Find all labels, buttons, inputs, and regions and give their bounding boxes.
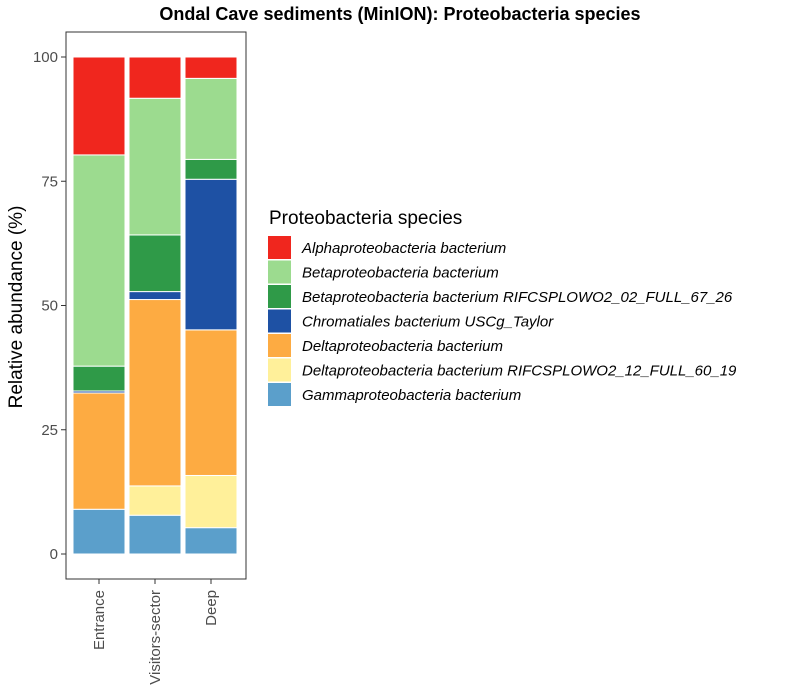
x-axis: Entrance Visitors-sector Deep [91,579,220,685]
legend-swatch-betaproteobacteria-bacterium [268,260,291,284]
bar-visitors-sector-alphaproteobacteria-bacterium [128,56,182,99]
legend-swatch-deltaproteobacteria-bacterium-rifcsplowo2-12-full-60-19 [268,358,291,382]
y-tick-label-50: 50 [41,298,58,315]
legend: Alphaproteobacteria bacterium Betaproteob… [268,236,737,406]
bar-deep-betaproteobacteria-bacterium-rifcsplowo2-02-full-67-26 [184,158,238,180]
bar-entrance-alphaproteobacteria-bacterium [72,56,126,156]
bar-entrance-betaproteobacteria-bacterium-rifcsplowo2-02-full-67-26 [72,365,126,392]
legend-swatch-alphaproteobacteria-bacterium [268,236,291,259]
y-tick-label-75: 75 [41,173,58,190]
bars [72,56,238,555]
legend-label-deltaproteobacteria-bacterium: Deltaproteobacteria bacterium [302,338,503,355]
bar-deep-chromatiales-bacterium-uscg-taylor [184,178,238,331]
y-tick-label-25: 25 [41,422,58,439]
bar-deep-betaproteobacteria-bacterium [184,77,238,160]
x-tick-label-visitors-sector: Visitors-sector [147,590,164,685]
y-axis-label: Relative abundance (%) [6,206,27,409]
bar-entrance-deltaproteobacteria-bacterium [72,392,126,510]
x-tick-label-entrance: Entrance [91,590,108,650]
y-tick-label-0: 0 [50,546,58,563]
bar-entrance-gammaproteobacteria-bacterium [72,508,126,555]
legend-label-deltaproteobacteria-bacterium-rifcsplowo2-12-full-60-19: Deltaproteobacteria bacterium RIFCSPLOWO… [302,363,737,380]
legend-label-chromatiales-bacterium-uscg-taylor: Chromatiales bacterium USCg_Taylor [302,314,554,331]
legend-label-alphaproteobacteria-bacterium: Alphaproteobacteria bacterium [301,240,506,257]
legend-label-betaproteobacteria-bacterium: Betaproteobacteria bacterium [302,265,499,282]
legend-label-betaproteobacteria-bacterium-rifcsplowo2-02-full-67-26: Betaproteobacteria bacterium RIFCSPLOWO2… [302,289,733,306]
legend-swatch-gammaproteobacteria-bacterium [268,383,291,406]
y-tick-label-100: 100 [33,49,58,66]
legend-swatch-deltaproteobacteria-bacterium [268,334,291,357]
bar-visitors-sector-betaproteobacteria-bacterium [128,97,182,236]
bar-visitors-sector-deltaproteobacteria-bacterium [128,299,182,487]
legend-label-gammaproteobacteria-bacterium: Gammaproteobacteria bacterium [302,387,521,404]
bar-deep-deltaproteobacteria-bacterium [184,329,238,476]
legend-swatch-betaproteobacteria-bacterium-rifcsplowo2-02-full-67-26 [268,285,291,308]
y-axis: 0 25 50 75 100 [33,49,66,563]
bar-deep-gammaproteobacteria-bacterium [184,527,238,555]
bar-deep-alphaproteobacteria-bacterium [184,56,238,79]
bar-visitors-sector-deltaproteobacteria-bacterium-rifcsplowo2-12-full-60-19 [128,485,182,516]
legend-swatch-chromatiales-bacterium-uscg-taylor [268,309,291,333]
bar-visitors-sector-chromatiales-bacterium-uscg-taylor [128,291,182,301]
bar-visitors-sector-betaproteobacteria-bacterium-rifcsplowo2-02-full-67-26 [128,234,182,293]
bar-visitors-sector-gammaproteobacteria-bacterium [128,514,182,555]
legend-title: Proteobacteria species [269,208,462,229]
chart-title: Ondal Cave sediments (MinION): Proteobac… [159,4,640,24]
x-tick-label-deep: Deep [203,590,220,626]
bar-deep-deltaproteobacteria-bacterium-rifcsplowo2-12-full-60-19 [184,474,238,529]
bar-entrance-betaproteobacteria-bacterium [72,154,126,367]
